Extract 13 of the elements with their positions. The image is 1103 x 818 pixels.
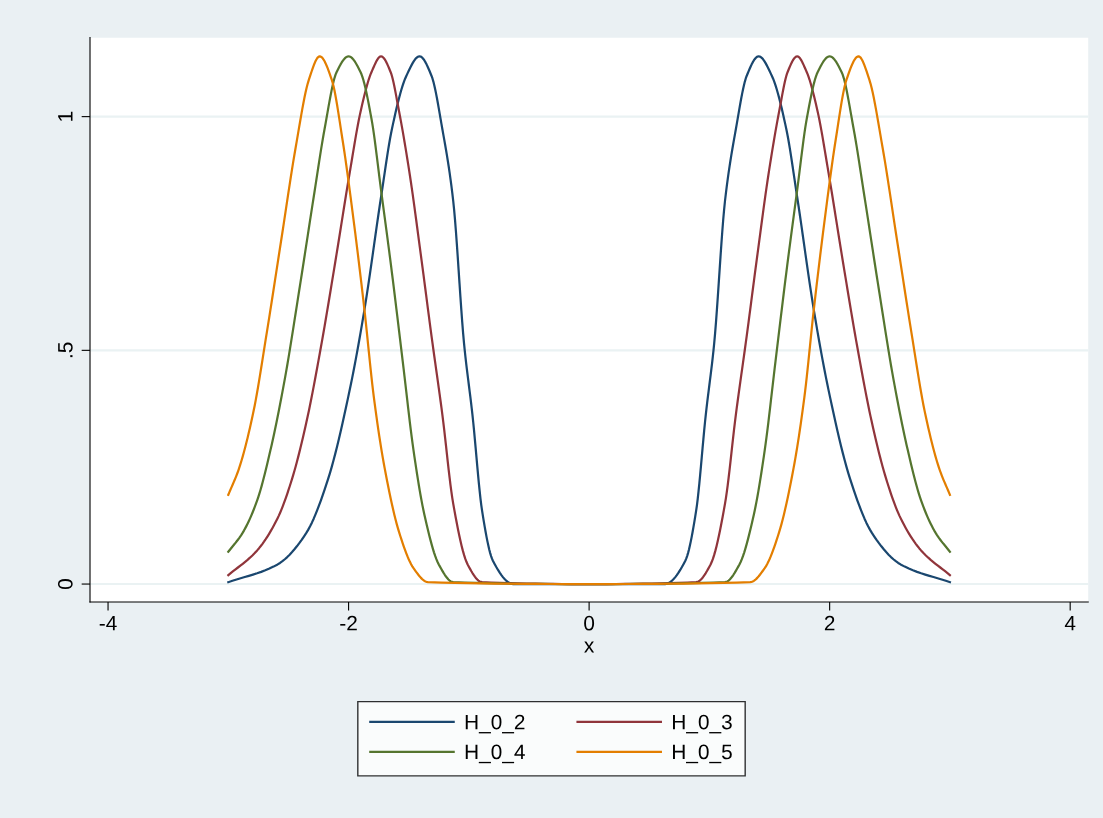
y-tick-label: 0 [57, 579, 73, 590]
x-tick-label: 0 [584, 615, 595, 631]
x-tick-label: 2 [824, 615, 835, 631]
legend-label: H_0_3 [673, 714, 732, 734]
legend-label: H_0_5 [673, 744, 732, 764]
y-tick-label: 1 [58, 111, 73, 121]
legend-label: H_0_2 [465, 714, 525, 734]
x-tick-label: -4 [99, 616, 117, 631]
legend-label: H_0_4 [465, 744, 525, 764]
y-tick-label: .5 [58, 342, 73, 358]
x-axis-title: x [584, 641, 595, 653]
x-tick-label: 4 [1064, 616, 1076, 631]
x-tick-label: -2 [340, 615, 357, 631]
